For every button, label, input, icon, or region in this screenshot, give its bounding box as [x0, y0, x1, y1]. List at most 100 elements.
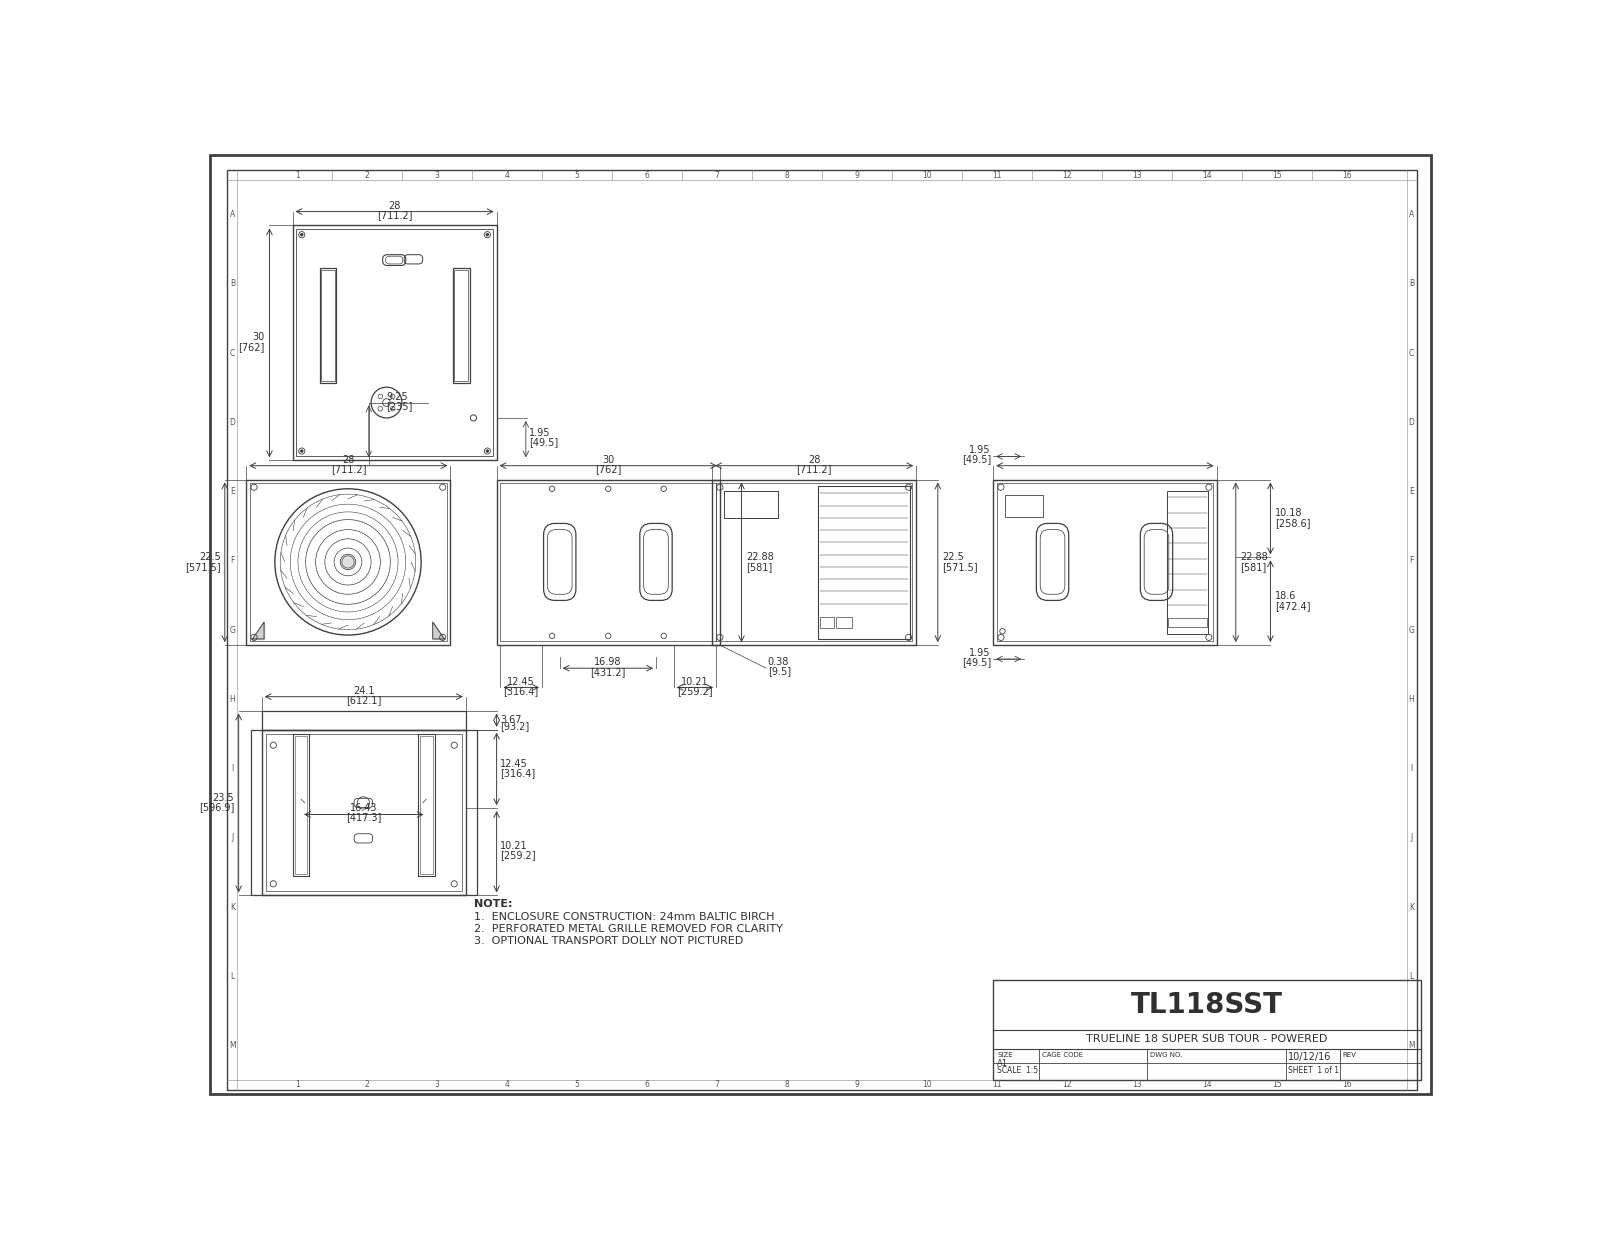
Text: SHEET  1 of 1: SHEET 1 of 1	[1288, 1066, 1339, 1075]
Text: REV: REV	[1342, 1053, 1355, 1059]
Text: [581]: [581]	[746, 562, 773, 571]
Bar	[251, 730, 477, 896]
Text: [711.2]: [711.2]	[331, 465, 366, 475]
Text: [571.5]: [571.5]	[186, 562, 221, 571]
Text: 28: 28	[342, 455, 355, 465]
Bar	[294, 736, 307, 873]
Text: H: H	[230, 695, 235, 704]
Text: [235]: [235]	[387, 401, 413, 412]
Text: TL118SST: TL118SST	[1131, 991, 1283, 1019]
Bar	[266, 734, 462, 892]
Text: DWG NO.: DWG NO.	[1149, 1053, 1182, 1059]
Text: 1.95: 1.95	[970, 445, 990, 455]
Text: G: G	[229, 626, 235, 635]
Text: 10: 10	[922, 171, 931, 179]
Text: 14: 14	[1202, 171, 1211, 179]
Text: 4: 4	[504, 171, 509, 179]
Text: 9.25: 9.25	[387, 392, 408, 402]
Bar	[453, 267, 470, 383]
Text: 3: 3	[435, 171, 440, 179]
Text: [596.9]: [596.9]	[198, 803, 234, 813]
Bar	[723, 491, 778, 518]
Text: 9: 9	[854, 171, 859, 179]
Text: I: I	[232, 764, 234, 773]
Text: 5: 5	[574, 1080, 579, 1090]
Text: SCALE  1:5: SCALE 1:5	[997, 1066, 1038, 1075]
Text: C: C	[230, 349, 235, 357]
Text: F: F	[1410, 557, 1413, 565]
Bar	[262, 710, 466, 730]
Text: B: B	[230, 280, 235, 288]
Text: 0.38: 0.38	[768, 657, 789, 667]
Bar	[717, 484, 912, 641]
Text: A: A	[1408, 210, 1414, 219]
Text: 10.18: 10.18	[1275, 508, 1302, 518]
Text: [472.4]: [472.4]	[1275, 601, 1310, 611]
Text: [49.5]: [49.5]	[962, 454, 990, 465]
Text: M: M	[229, 1042, 235, 1050]
Text: 2.  PERFORATED METAL GRILLE REMOVED FOR CLARITY: 2. PERFORATED METAL GRILLE REMOVED FOR C…	[474, 924, 782, 934]
Text: 30: 30	[253, 333, 266, 343]
Bar	[496, 480, 720, 644]
Text: CAGE CODE: CAGE CODE	[1042, 1053, 1083, 1059]
Text: 22.5: 22.5	[198, 552, 221, 562]
Text: [711.2]: [711.2]	[378, 210, 413, 220]
Text: 16: 16	[1342, 1080, 1352, 1090]
Text: 10.21: 10.21	[682, 677, 709, 687]
Circle shape	[301, 234, 302, 236]
Polygon shape	[432, 622, 445, 640]
Text: 7: 7	[715, 1080, 720, 1090]
Text: G: G	[1408, 626, 1414, 635]
Text: 2: 2	[365, 171, 370, 179]
Bar	[262, 730, 466, 896]
Bar	[296, 229, 493, 456]
Text: [93.2]: [93.2]	[501, 721, 530, 731]
Text: [316.4]: [316.4]	[504, 687, 539, 696]
Text: 3.67: 3.67	[501, 715, 522, 725]
Bar	[293, 734, 309, 876]
Text: 15: 15	[1272, 171, 1282, 179]
Text: [581]: [581]	[1240, 562, 1267, 571]
Text: 8: 8	[784, 1080, 789, 1090]
Bar	[1005, 495, 1043, 517]
Text: [762]: [762]	[595, 465, 621, 475]
Text: K: K	[1410, 903, 1414, 912]
Text: [49.5]: [49.5]	[530, 437, 558, 447]
Text: L: L	[230, 972, 235, 981]
Bar	[821, 617, 834, 628]
Text: 3.  OPTIONAL TRANSPORT DOLLY NOT PICTURED: 3. OPTIONAL TRANSPORT DOLLY NOT PICTURED	[474, 936, 742, 946]
Text: 18.6: 18.6	[1275, 591, 1296, 601]
Text: 13: 13	[1133, 1080, 1142, 1090]
Text: 12: 12	[1062, 1080, 1072, 1090]
Bar	[818, 486, 910, 640]
Text: 6: 6	[645, 171, 650, 179]
Text: 24.1: 24.1	[354, 687, 374, 696]
Bar	[454, 270, 469, 381]
Text: 12.45: 12.45	[501, 758, 528, 768]
Text: 22.88: 22.88	[746, 552, 774, 562]
Text: E: E	[1410, 487, 1414, 496]
Text: J: J	[1410, 834, 1413, 842]
Text: 23.5: 23.5	[213, 793, 234, 803]
Circle shape	[301, 450, 302, 453]
Text: K: K	[230, 903, 235, 912]
Text: 2: 2	[365, 1080, 370, 1090]
Circle shape	[486, 234, 488, 236]
Bar	[250, 484, 446, 641]
Text: [762]: [762]	[238, 343, 266, 353]
Text: 14: 14	[1202, 1080, 1211, 1090]
Text: 28: 28	[808, 455, 821, 465]
Text: 16: 16	[1342, 171, 1352, 179]
Bar	[320, 267, 336, 383]
Circle shape	[342, 555, 354, 568]
Text: 10.21: 10.21	[501, 841, 528, 851]
Bar	[1168, 618, 1206, 627]
Text: A: A	[230, 210, 235, 219]
Text: 7: 7	[715, 171, 720, 179]
Text: 1: 1	[294, 1080, 299, 1090]
Bar	[712, 480, 917, 644]
Bar	[246, 480, 451, 644]
Text: 16.43: 16.43	[350, 803, 378, 814]
Bar	[837, 617, 851, 628]
Text: 11: 11	[992, 1080, 1002, 1090]
